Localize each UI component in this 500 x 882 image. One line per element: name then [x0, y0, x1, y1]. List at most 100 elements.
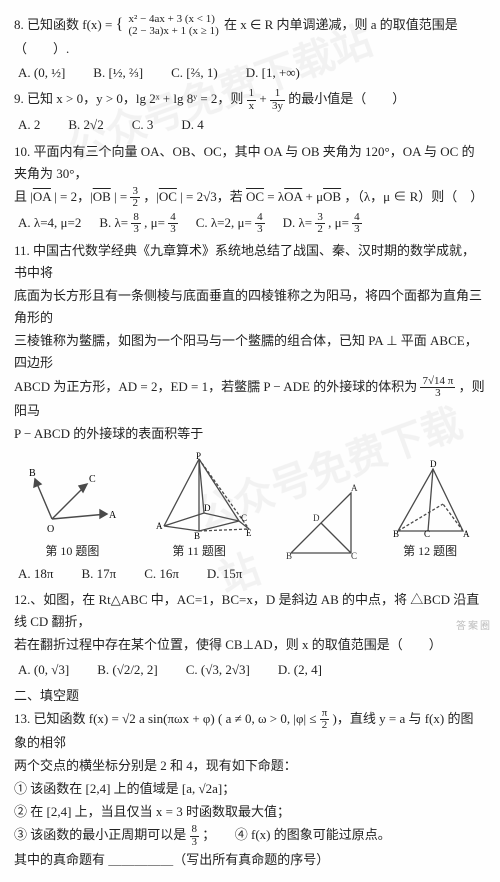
q13-l3: 其中的真命题有 ＿＿＿＿＿（写出所有真命题的序号）: [14, 849, 486, 871]
q12-l2: 若在翻折过程中存在某个位置，使得 CB⊥AD，则 x 的取值范围是（ ）: [14, 634, 486, 656]
q8-piece2: (2 − 3a)x + 1 (x ≥ 1): [127, 26, 221, 38]
t: + μ: [305, 189, 323, 204]
t: C. λ=2, μ=: [196, 215, 252, 230]
d: 3: [190, 837, 200, 849]
frac-d: 2: [130, 198, 140, 210]
q11-l3: 三棱锥称为鳖臑，如图为一个阳马与一个鳖臑的组合体，已知 PA ⊥ 平面 ABCE…: [14, 330, 486, 374]
fig-12b: B A D C 第 12 题图: [388, 459, 473, 561]
q8-stem-a: 8. 已知函数 f(x) =: [14, 17, 112, 32]
t: D. λ=: [283, 215, 313, 230]
q9-stem: 9. 已知 x > 0，y > 0，lg 2ˣ + lg 8ʸ = 2，则: [14, 91, 243, 106]
svg-text:C: C: [241, 513, 247, 523]
t: ABCD 为正方形，AD = 2，ED = 1，若鳖臑 P − ADE 的外接球…: [14, 379, 420, 394]
svg-text:A: A: [463, 529, 470, 539]
q11-l1: 11. 中国古代数学经典《九章算术》系统地总结了战国、秦、汉时期的数学成就，书中…: [14, 240, 486, 284]
svg-text:C: C: [351, 551, 357, 561]
q11-l4: ABCD 为正方形，AD = 2，ED = 1，若鳖臑 P − ADE 的外接球…: [14, 376, 486, 422]
q12-options: A. (0, √3] B. (√2/2, 2] C. (√3, 2√3] D. …: [18, 659, 486, 681]
frac-d: 3y: [270, 101, 285, 113]
t: 且 |: [14, 189, 33, 204]
d: 2: [315, 224, 325, 236]
t: ，|: [143, 189, 159, 204]
opt-b: B. λ= 83 , μ= 43: [99, 212, 177, 236]
t: ( a ≠ 0, ω > 0, |φ| ≤: [218, 711, 320, 726]
opt-b: B. [½, ⅔]: [93, 62, 143, 84]
svg-text:P: P: [196, 451, 201, 461]
d: 3: [255, 224, 265, 236]
opt-a: A. 18π: [18, 563, 53, 585]
t: | = 2，|: [54, 189, 93, 204]
q13-i2: ② 在 [2,4] 上，当且仅当 x = 3 时函数取最大值；: [14, 801, 486, 823]
fig-11: P A B C D E 第 11 题图: [144, 451, 254, 561]
t: , μ=: [144, 215, 165, 230]
frac-d: x: [247, 101, 257, 113]
q10-options: A. λ=4, μ=2 B. λ= 83 , μ= 43 C. λ=2, μ= …: [18, 212, 486, 236]
svg-text:A: A: [109, 510, 117, 521]
opt-a: A. λ=4, μ=2: [18, 212, 81, 236]
fig12-label: 第 12 题图: [388, 541, 473, 561]
opt-c: C. 3: [132, 114, 154, 136]
corner-brand: 答案圈: [456, 618, 492, 635]
opt-c: C. (√3, 2√3]: [186, 659, 250, 681]
d: 3: [168, 224, 178, 236]
t: B. λ=: [99, 215, 128, 230]
figures-row: O A B C 第 10 题图 P A B C D E 第 11 题图: [14, 451, 486, 561]
svg-text:A: A: [156, 521, 163, 531]
d: 3: [420, 388, 455, 400]
vec: OC: [246, 189, 264, 204]
plus: +: [259, 91, 270, 106]
svg-text:E: E: [246, 528, 252, 538]
svg-text:B: B: [29, 468, 36, 479]
svg-text:D: D: [204, 503, 211, 513]
d: 3: [352, 224, 362, 236]
q13-i3: ③ 该函数的最小正周期可以是 83 ； ④ f(x) 的图象可能过原点。: [14, 824, 486, 848]
q9-stem-b: 的最小值是（ ）: [288, 91, 405, 106]
svg-text:B: B: [286, 551, 292, 561]
q13-l2: 两个交点的横坐标分别是 2 和 4，现有如下命题：: [14, 755, 486, 777]
opt-b: B. 2√2: [68, 114, 103, 136]
q9-options: A. 2 B. 2√2 C. 3 D. 4: [18, 114, 486, 136]
q8-options: A. (0, ½] B. [½, ⅔] C. [⅔, 1) D. [1, +∞): [18, 62, 486, 84]
vec: OB: [323, 189, 341, 204]
opt-d: D. 4: [181, 114, 203, 136]
brace-l: {: [116, 16, 124, 33]
svg-text:O: O: [47, 524, 54, 535]
opt-c: C. 16π: [144, 563, 179, 585]
vec: OA: [284, 189, 302, 204]
opt-b: B. 17π: [81, 563, 116, 585]
t: = λ: [267, 189, 284, 204]
opt-a: A. (0, ½]: [18, 62, 65, 84]
vec: OC: [159, 189, 177, 204]
opt-a: A. (0, √3]: [18, 659, 69, 681]
svg-text:B: B: [194, 531, 200, 539]
t: | =: [114, 189, 130, 204]
opt-d: D. [1, +∞): [246, 62, 300, 84]
n: π: [320, 708, 330, 721]
vec: OB: [93, 189, 111, 204]
fig-12a: B C A D: [281, 481, 361, 561]
t: ，（λ，μ ∈ R）则（ ）: [344, 189, 483, 204]
opt-a: A. 2: [18, 114, 40, 136]
opt-c: C. λ=2, μ= 43: [196, 212, 265, 236]
q11-l5: P − ABCD 的外接球的表面积等于: [14, 423, 486, 445]
svg-text:B: B: [393, 529, 399, 539]
opt-d: D. 15π: [207, 563, 242, 585]
q8: 8. 已知函数 f(x) = { x² − 4ax + 3 (x < 1) (2…: [14, 11, 486, 60]
q10-l1: 10. 平面内有三个向量 OA、OB、OC，其中 OA 与 OB 夹角为 120…: [14, 141, 486, 185]
opt-d: D. λ= 32 , μ= 43: [283, 212, 362, 236]
q12-l1: 12.、如图，在 Rt△ABC 中，AC=1，BC=x，D 是斜边 AB 的中点…: [14, 589, 486, 633]
svg-text:D: D: [430, 459, 437, 469]
svg-text:D: D: [313, 513, 320, 523]
q9: 9. 已知 x > 0，y > 0，lg 2ˣ + lg 8ʸ = 2，则 1x…: [14, 88, 486, 112]
opt-d: D. (2, 4]: [278, 659, 322, 681]
d: 3: [131, 224, 141, 236]
d: 2: [320, 720, 330, 732]
svg-text:C: C: [89, 474, 96, 485]
vec: OA: [33, 189, 51, 204]
q13-l1: 13. 已知函数 f(x) = √2 a sin(πωx + φ) ( a ≠ …: [14, 708, 486, 754]
n: 8: [190, 824, 200, 837]
t: | = 2√3，若: [180, 189, 246, 204]
t: 13. 已知函数 f(x) = √2 a sin(πωx + φ): [14, 711, 215, 726]
q10-l2: 且 |OA | = 2，|OB | = 32 ，|OC | = 2√3，若 OC…: [14, 186, 486, 210]
t: ③ 该函数的最小正周期可以是: [14, 827, 190, 842]
